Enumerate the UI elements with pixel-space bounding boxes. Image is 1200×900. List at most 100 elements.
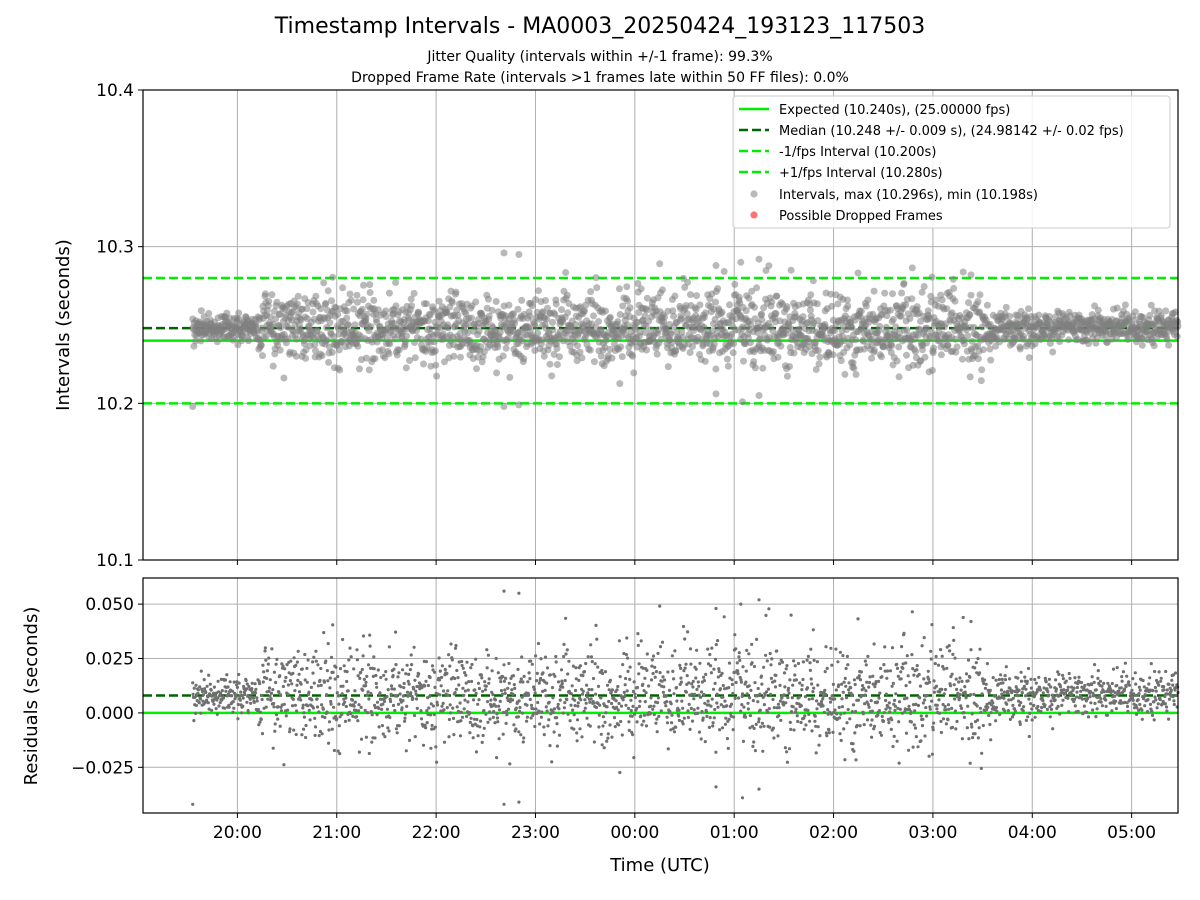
residual-point	[1053, 698, 1057, 702]
legend-swatch-intervals	[750, 190, 758, 198]
residual-point	[251, 696, 256, 700]
residual-point	[752, 726, 756, 731]
residual-point	[318, 729, 322, 734]
residual-point	[746, 701, 750, 705]
residual-point	[626, 656, 630, 660]
residual-point	[1136, 698, 1140, 702]
residual-point	[550, 686, 555, 690]
residual-point	[957, 680, 961, 684]
residual-point	[643, 700, 647, 704]
residual-point	[729, 702, 734, 706]
residual-point	[276, 705, 280, 709]
residual-point	[1006, 709, 1011, 713]
interval-point	[641, 312, 649, 320]
interval-point	[724, 362, 732, 370]
residual-point	[1072, 697, 1077, 702]
interval-point	[581, 307, 588, 315]
residual-point	[399, 685, 403, 689]
residual-point	[651, 707, 655, 711]
residual-point	[1060, 703, 1064, 708]
residual-point	[1010, 689, 1014, 693]
residual-point	[954, 677, 958, 681]
interval-point	[976, 291, 984, 299]
residual-point	[212, 685, 216, 689]
interval-point	[472, 298, 480, 306]
residual-point	[525, 719, 529, 723]
residual-point	[533, 691, 537, 695]
residual-point	[353, 700, 357, 704]
interval-point	[382, 307, 390, 315]
residual-point	[645, 652, 649, 656]
residual-point	[703, 740, 707, 744]
residual-point	[705, 714, 709, 719]
residual-point	[508, 762, 512, 766]
residual-point	[754, 722, 758, 727]
residual-point	[708, 652, 712, 657]
residual-point	[267, 689, 271, 694]
residual-point	[1158, 698, 1162, 702]
interval-point	[876, 322, 884, 330]
residual-point	[892, 734, 896, 739]
residual-point	[1018, 722, 1022, 727]
residual-point	[923, 698, 927, 702]
interval-point	[313, 327, 321, 335]
interval-point	[362, 354, 370, 362]
interval-point	[814, 317, 822, 325]
interval-point	[881, 289, 889, 297]
residual-point	[644, 724, 649, 728]
residual-point	[392, 667, 396, 671]
residual-point	[780, 660, 785, 664]
residual-point	[1120, 675, 1124, 679]
residual-point	[594, 623, 598, 628]
residual-point	[714, 750, 718, 754]
residual-point	[784, 667, 788, 671]
x-tick-label: 23:00	[511, 823, 560, 843]
residual-point	[650, 658, 654, 662]
residual-point	[617, 701, 621, 706]
residual-point	[942, 667, 946, 671]
residual-point	[849, 686, 853, 690]
residuals-y-axis-label: Residuals (seconds)	[21, 607, 42, 786]
residual-point	[976, 718, 980, 722]
residual-point	[962, 715, 967, 720]
residual-point	[921, 717, 925, 721]
residual-point	[1022, 705, 1026, 709]
residual-point	[904, 661, 908, 665]
residual-point	[945, 666, 949, 670]
residual-point	[853, 682, 857, 687]
legend-box	[732, 95, 1171, 229]
residual-point	[470, 662, 474, 667]
residual-point	[746, 707, 751, 711]
residual-point	[1167, 717, 1171, 721]
legend-label-expected: Expected (10.240s), (25.00000 fps)	[779, 103, 1010, 118]
residual-point	[809, 677, 813, 681]
residual-point	[303, 652, 307, 657]
residual-point	[454, 687, 458, 691]
interval-point	[572, 321, 579, 328]
residual-point	[354, 708, 358, 713]
residual-point	[293, 689, 297, 693]
residual-point	[520, 711, 525, 715]
residual-point	[811, 628, 815, 632]
interval-point	[257, 341, 265, 349]
intervals-y-axis-label: Intervals (seconds)	[53, 239, 74, 411]
residual-point	[1000, 692, 1004, 696]
residual-point	[737, 651, 741, 655]
residual-point	[383, 735, 387, 739]
residual-point	[357, 750, 361, 754]
residual-point	[851, 703, 856, 707]
residual-point	[1092, 694, 1096, 698]
residual-point	[265, 676, 269, 681]
residual-point	[658, 671, 662, 675]
residual-point	[215, 712, 219, 717]
residual-point	[666, 747, 670, 751]
residual-point	[292, 728, 296, 732]
residual-point	[390, 687, 394, 691]
interval-point	[928, 366, 936, 374]
interval-point	[953, 343, 961, 351]
residual-point	[731, 728, 735, 732]
residual-point	[737, 655, 741, 659]
residual-point	[484, 684, 488, 688]
residual-point	[476, 681, 481, 685]
residual-point	[1049, 685, 1053, 689]
